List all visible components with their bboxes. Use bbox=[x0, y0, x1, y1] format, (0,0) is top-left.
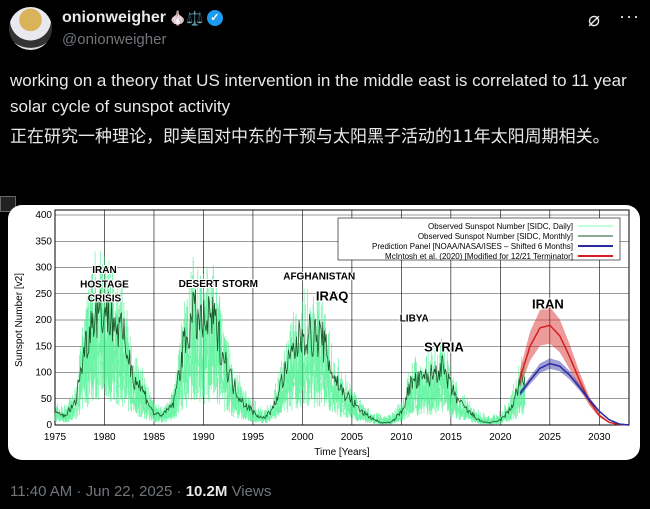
legend-label: Observed Sunspot Number [SIDC, Monthly] bbox=[418, 232, 573, 241]
y-tick-label: 350 bbox=[35, 236, 52, 247]
tweet-date[interactable]: Jun 22, 2025 bbox=[85, 483, 173, 500]
legend-label: Prediction Panel [NOAA/NASA/ISES – Shift… bbox=[372, 242, 573, 251]
x-tick-label: 2015 bbox=[440, 432, 463, 443]
legend-label: Observed Sunspot Number [SIDC, Daily] bbox=[428, 222, 573, 231]
sunspot-chart: 1975 1980 1985 1990 1995 2000 2005 2010 2015 2020… bbox=[14, 209, 630, 458]
verified-badge-icon: ✓ bbox=[206, 10, 223, 26]
name-emojis: 🧄⚖️ bbox=[169, 9, 204, 26]
x-tick-label: 2000 bbox=[291, 432, 314, 443]
x-tick-label: 2020 bbox=[489, 432, 512, 443]
x-tick-label: 2030 bbox=[588, 432, 611, 443]
tweet-text-translation: 正在研究一种理论，即美国对中东的干预与太阳黑子活动的11年太阳周期相关。 bbox=[10, 127, 610, 147]
more-icon[interactable]: ··· bbox=[619, 6, 640, 26]
event-annotation: IRAN bbox=[532, 296, 564, 311]
tweet-text: working on a theory that US intervention… bbox=[10, 71, 627, 116]
x-axis-label: Time [Years] bbox=[314, 447, 370, 458]
y-tick-label: 250 bbox=[35, 289, 52, 300]
y-tick-label: 400 bbox=[35, 210, 52, 221]
mcintosh-prediction-band bbox=[520, 306, 629, 425]
x-tick-label: 1995 bbox=[242, 432, 265, 443]
avatar[interactable] bbox=[9, 7, 52, 50]
y-tick-label: 150 bbox=[35, 341, 52, 352]
event-annotation: AFGHANISTAN bbox=[283, 272, 355, 283]
event-annotation: LIBYA bbox=[400, 314, 429, 325]
x-tick-label: 2005 bbox=[341, 432, 364, 443]
x-tick-label: 1990 bbox=[192, 432, 215, 443]
y-tick-label: 200 bbox=[35, 315, 52, 326]
y-tick-label: 100 bbox=[35, 368, 52, 379]
y-tick-label: 300 bbox=[35, 263, 52, 274]
x-tick-label: 1985 bbox=[143, 432, 166, 443]
views-count: 10.2M bbox=[185, 483, 228, 500]
x-tick-label: 1975 bbox=[44, 432, 67, 443]
x-tick-label: 2010 bbox=[390, 432, 413, 443]
views-label: Views bbox=[231, 483, 272, 500]
legend-label: McIntosh et al. (2020) [Modified for 12/… bbox=[385, 252, 573, 261]
mcintosh-prediction-line bbox=[519, 324, 630, 426]
handle[interactable]: @onionweigher bbox=[62, 31, 167, 48]
event-annotation: IRAN bbox=[92, 265, 116, 276]
event-annotation: DESERT STORM bbox=[179, 279, 258, 290]
display-name[interactable]: onionweigher 🧄⚖️ ✓ bbox=[62, 9, 223, 27]
event-annotation: SYRIA bbox=[424, 340, 464, 355]
x-tick-label: 1980 bbox=[93, 432, 116, 443]
panel-prediction-line bbox=[519, 362, 630, 426]
tweet-time[interactable]: 11:40 AM bbox=[10, 483, 73, 500]
event-annotation: IRAQ bbox=[316, 289, 349, 304]
y-tick-label: 50 bbox=[41, 394, 53, 405]
legend-box bbox=[337, 217, 621, 261]
y-axis-label: Sunspot Number [v2] bbox=[14, 273, 25, 367]
event-annotation: CRISIS bbox=[88, 294, 122, 305]
grok-icon[interactable]: ⌀ bbox=[588, 9, 601, 31]
tweet-image-chart[interactable]: 1975 1980 1985 1990 1995 2000 2005 2010 2015 2020… bbox=[8, 205, 640, 460]
monthly-series bbox=[54, 289, 526, 424]
tweet-meta: 11:40 AM · Jun 22, 2025 · 10.2M Views bbox=[10, 483, 272, 500]
event-annotation: HOSTAGE bbox=[80, 279, 129, 290]
y-tick-label: 0 bbox=[46, 420, 52, 431]
x-tick-label: 2025 bbox=[539, 432, 562, 443]
